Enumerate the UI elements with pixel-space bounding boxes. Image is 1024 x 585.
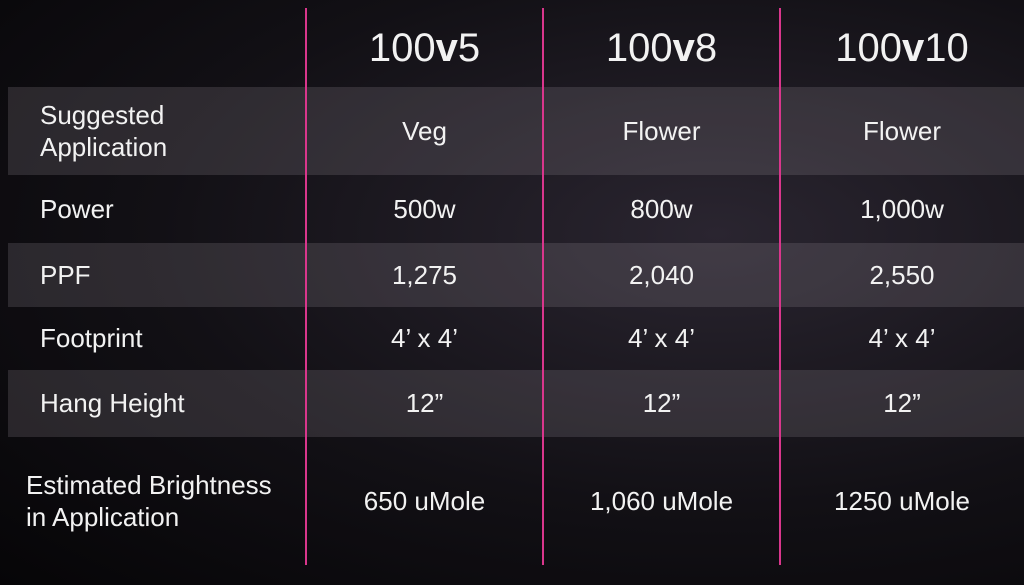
table-cell: Flower xyxy=(862,115,941,146)
table-cell: 1250 uMole xyxy=(834,485,970,516)
table-cell: 1,060 uMole xyxy=(589,485,734,516)
table-cell: 4’ x 4’ xyxy=(391,323,458,354)
table-cell: Veg xyxy=(402,115,447,146)
row-band xyxy=(8,370,1024,437)
table-cell: 2,040 xyxy=(628,259,695,290)
table-cell: 2,550 xyxy=(869,259,935,290)
table-cell: 500w xyxy=(393,193,456,224)
table-cell: 4’ x 4’ xyxy=(868,323,936,354)
column-divider xyxy=(542,8,544,565)
row-band xyxy=(8,87,1024,175)
table-cell: Flower xyxy=(622,115,701,146)
row-label: PPF xyxy=(40,259,91,290)
row-label: Hang Height xyxy=(40,388,185,419)
column-divider xyxy=(779,8,781,565)
table-cell: 12” xyxy=(642,388,681,419)
table-cell: 4’ x 4’ xyxy=(628,323,695,354)
table-cell: 1,275 xyxy=(391,259,458,290)
column-divider xyxy=(305,8,307,565)
row-label: Footprint xyxy=(40,323,143,354)
column-header: 100 v 10 xyxy=(835,25,969,70)
column-header: 100 v 5 xyxy=(368,25,481,70)
table-cell: 800w xyxy=(630,193,693,224)
row-label: Estimated Brightness in Application xyxy=(26,469,272,533)
row-label: Suggested Application xyxy=(40,99,168,163)
table-cell: 1,000w xyxy=(860,193,944,224)
column-header: 100 v 8 xyxy=(605,25,718,70)
row-label: Power xyxy=(40,193,114,224)
table-cell: 12” xyxy=(883,388,921,419)
row-band xyxy=(8,243,1024,307)
table-cell: 12” xyxy=(405,388,444,419)
table-cell: 650 uMole xyxy=(363,485,486,516)
